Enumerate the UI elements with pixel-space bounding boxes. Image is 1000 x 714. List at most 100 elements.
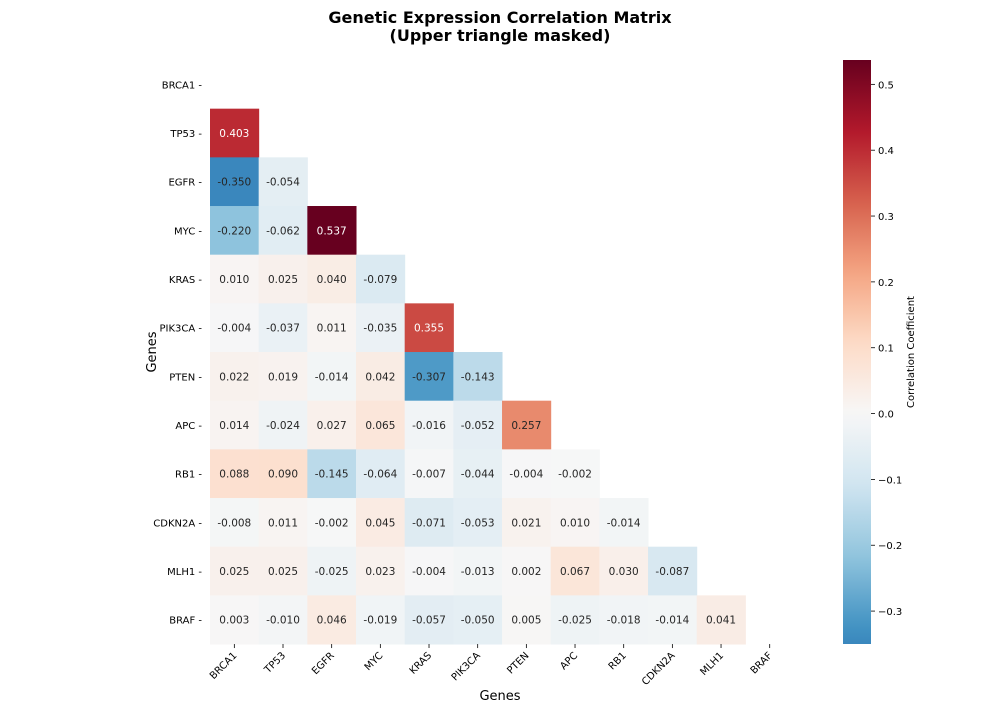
cell-value-label: -0.079 (363, 274, 397, 286)
colorbar-tick-label: 0.1 (878, 344, 894, 355)
y-tick-label: PIK3CA - (159, 324, 202, 335)
cell-value-label: 0.005 (511, 615, 541, 627)
cell-value-label: -0.004 (412, 566, 446, 578)
cell-value-label: -0.019 (363, 615, 397, 627)
cell-value-label: -0.016 (412, 420, 446, 432)
heatmap-cell (648, 546, 698, 596)
cell-value-label: -0.007 (412, 469, 446, 481)
cell-value-label: -0.057 (412, 615, 446, 627)
x-tick-label: PIK3CA (450, 650, 483, 683)
cell-value-label: -0.018 (607, 615, 641, 627)
cell-value-label: 0.090 (268, 469, 298, 481)
cell-value-label: -0.025 (315, 566, 349, 578)
heatmap-cell (258, 303, 308, 353)
heatmap-cell (550, 546, 600, 596)
cell-value-label: 0.003 (219, 615, 249, 627)
heatmap-cell (258, 400, 308, 450)
heatmap-cell (356, 254, 406, 304)
heatmap-cell (210, 352, 260, 402)
heatmap-cell (307, 546, 357, 596)
colorbar-tick-label: 0.5 (878, 80, 894, 91)
colorbar (843, 60, 871, 644)
cell-value-label: -0.013 (461, 566, 495, 578)
heatmap-cell (210, 498, 260, 548)
y-tick-label: MLH1 - (167, 567, 202, 578)
x-tick-label: KRAS (408, 650, 434, 676)
cell-value-label: -0.004 (509, 469, 543, 481)
x-tick-labels: BRCA1 TP53 EGFR MYC KRAS PIK3CA PTEN APC RB1 CDKN… (208, 644, 775, 688)
cell-value-label: 0.011 (268, 517, 298, 529)
cell-value-label: 0.027 (317, 420, 347, 432)
heatmap-cell (453, 352, 503, 402)
y-tick-label: RB1 - (175, 470, 202, 481)
cell-value-label: 0.023 (365, 566, 395, 578)
cell-value-label: -0.008 (217, 517, 251, 529)
x-tick-label: MLH1 (699, 650, 727, 678)
x-tick-label: MYC (363, 650, 386, 673)
heatmap-cell (356, 546, 406, 596)
cell-value-label: -0.143 (461, 371, 495, 383)
cell-value-label: -0.064 (363, 469, 397, 481)
cell-value-label: -0.307 (412, 371, 446, 383)
heatmap-cell (599, 498, 649, 548)
heatmap-cell (210, 449, 260, 499)
cell-value-label: 0.010 (560, 517, 590, 529)
heatmap-cell (258, 352, 308, 402)
colorbar-label: Correlation Coefficient (906, 296, 917, 408)
y-tick-label: TP53 - (169, 129, 202, 140)
heatmap-cell (258, 449, 308, 499)
cell-value-label: 0.067 (560, 566, 590, 578)
heatmap-cell (307, 352, 357, 402)
cell-value-label: 0.045 (365, 517, 395, 529)
heatmap-cell (404, 400, 454, 450)
heatmap-cells: 0.403 -0.350 -0.054 -0.220 -0.062 0.537 0.010 0… (210, 108, 746, 645)
colorbar-tick-label: −0.1 (878, 475, 902, 486)
heatmap-cell (356, 595, 406, 645)
y-tick-label: BRAF - (169, 616, 202, 627)
heatmap-cell (307, 400, 357, 450)
colorbar-tick-label: 0.3 (878, 212, 894, 223)
heatmap-cell (307, 449, 357, 499)
y-tick-label: CDKN2A - (153, 518, 202, 529)
x-tick-label: BRCA1 (208, 650, 239, 681)
heatmap-cell (258, 254, 308, 304)
heatmap-cell (550, 449, 600, 499)
cell-value-label: -0.024 (266, 420, 300, 432)
cell-value-label: -0.014 (315, 371, 349, 383)
cell-value-label: 0.025 (268, 274, 298, 286)
heatmap-cell (210, 303, 260, 353)
heatmap-cell (210, 108, 260, 158)
cell-value-label: -0.014 (607, 517, 641, 529)
x-tick-label: PTEN (505, 650, 531, 676)
heatmap-cell (258, 498, 308, 548)
heatmap-cell (356, 303, 406, 353)
heatmap-cell (404, 449, 454, 499)
x-tick-label: EGFR (310, 650, 337, 677)
colorbar-tick-label: −0.2 (878, 541, 902, 552)
cell-value-label: 0.257 (511, 420, 541, 432)
heatmap-cell (502, 400, 552, 450)
heatmap-cell (307, 206, 357, 256)
heatmap-cell (258, 595, 308, 645)
heatmap-cell (404, 303, 454, 353)
cell-value-label: 0.002 (511, 566, 541, 578)
cell-value-label: 0.030 (609, 566, 639, 578)
cell-value-label: -0.071 (412, 517, 446, 529)
heatmap-cell (210, 400, 260, 450)
cell-value-label: -0.004 (217, 323, 251, 335)
heatmap-cell (502, 498, 552, 548)
cell-value-label: -0.350 (217, 177, 251, 189)
heatmap-cell (599, 546, 649, 596)
x-tick-label: TP53 (262, 650, 288, 676)
heatmap-cell (502, 595, 552, 645)
cell-value-label: -0.062 (266, 225, 300, 237)
heatmap-cell (210, 157, 260, 207)
x-tick-label: CDKN2A (640, 650, 678, 688)
heatmap-cell (453, 498, 503, 548)
cell-value-label: 0.403 (219, 128, 249, 140)
y-tick-label: PTEN - (169, 372, 202, 383)
heatmap-cell (502, 449, 552, 499)
cell-value-label: -0.002 (558, 469, 592, 481)
